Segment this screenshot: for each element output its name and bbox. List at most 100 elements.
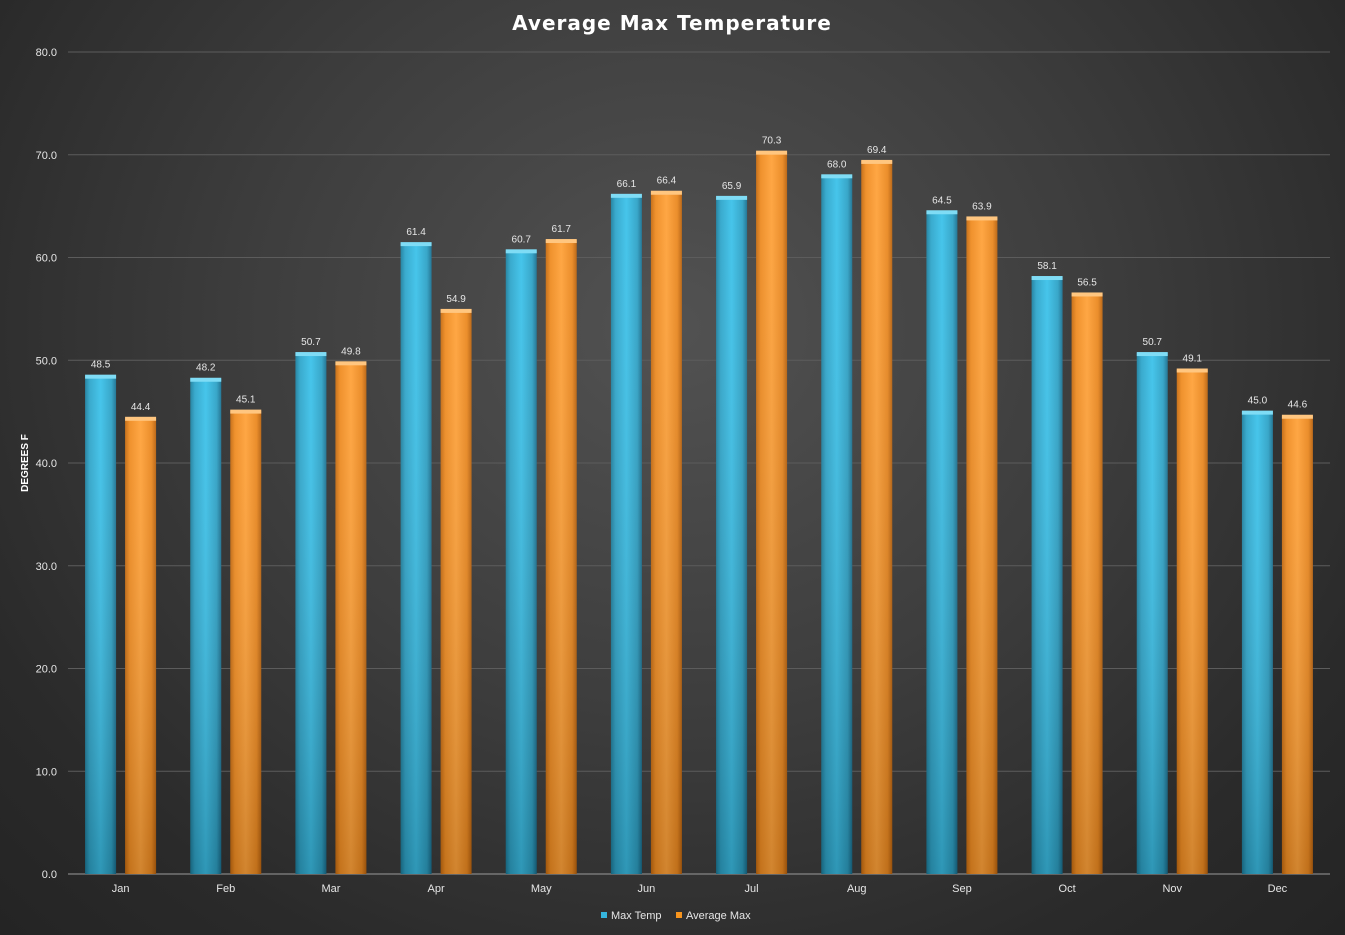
data-label: 61.4 — [406, 227, 426, 238]
bar-average-max-jun — [650, 190, 682, 875]
bar-shade — [125, 417, 157, 874]
bar-shade — [190, 378, 222, 874]
data-label: 44.4 — [131, 402, 151, 413]
bar-max-temp-mar — [295, 352, 327, 874]
x-tick-label: Apr — [428, 883, 445, 895]
bar-shade — [400, 243, 432, 875]
y-tick-label: 10.0 — [36, 766, 57, 778]
data-label: 45.0 — [1248, 396, 1268, 407]
chart-title: Average Max Temperature — [512, 11, 832, 35]
bar-cap — [230, 409, 262, 414]
bar-max-temp-jan — [85, 374, 117, 874]
bar-max-temp-apr — [400, 242, 432, 875]
bar-average-max-aug — [861, 159, 893, 875]
legend-swatch — [676, 912, 682, 918]
bar-cap — [545, 239, 577, 244]
data-label: 69.4 — [867, 145, 887, 156]
legend-item: Average Max — [676, 910, 751, 922]
x-tick-label: May — [531, 883, 552, 895]
x-tick-label: Oct — [1059, 883, 1076, 895]
x-axis-ticks: Jan Feb Mar Apr May Jun Jul Aug Sep Oct Nov Dec — [112, 883, 1288, 895]
x-tick-label: Aug — [847, 883, 867, 895]
bar-cap — [926, 210, 958, 215]
data-label: 60.7 — [512, 234, 532, 245]
x-tick-label: Jun — [638, 883, 656, 895]
bar-shade — [295, 353, 327, 874]
bar-shade — [861, 160, 893, 875]
data-label: 44.6 — [1288, 400, 1308, 411]
data-label: 66.1 — [617, 179, 637, 190]
bar-shade — [926, 211, 958, 874]
x-tick-label: Sep — [952, 883, 972, 895]
bar-shade — [440, 309, 472, 875]
bar-shade — [966, 217, 998, 875]
bar-shade — [1031, 277, 1063, 875]
x-tick-label: Nov — [1162, 883, 1182, 895]
data-label: 54.9 — [446, 294, 466, 305]
bar-max-temp-may — [505, 249, 537, 874]
y-tick-label: 50.0 — [36, 355, 57, 367]
legend-label: Max Temp — [611, 910, 662, 922]
bar-average-max-dec — [1281, 414, 1313, 874]
bar-shade — [1176, 369, 1208, 874]
bar-cap — [1071, 292, 1103, 297]
bar-shade — [85, 375, 117, 874]
gridlines — [68, 51, 1330, 875]
data-label: 49.8 — [341, 346, 361, 357]
bar-cap — [335, 361, 367, 366]
bar-average-max-oct — [1071, 292, 1103, 874]
bar-shade — [610, 194, 642, 874]
legend: Max Temp Average Max — [601, 910, 751, 922]
y-tick-label: 40.0 — [36, 458, 57, 470]
bar-max-temp-jul — [716, 195, 748, 874]
y-tick-label: 20.0 — [36, 664, 57, 676]
y-axis-title: DEGREES F — [20, 434, 31, 492]
legend-label: Average Max — [686, 910, 751, 922]
bar-shade — [716, 196, 748, 874]
bar-average-max-jul — [756, 150, 788, 875]
bar-max-temp-sep — [926, 210, 958, 874]
bar-cap — [1031, 276, 1063, 281]
bar-average-max-apr — [440, 308, 472, 875]
data-label: 61.7 — [552, 224, 572, 235]
bar-cap — [966, 216, 998, 221]
bar-cap — [295, 352, 327, 357]
bars — [85, 150, 1313, 875]
bar-cap — [440, 308, 472, 313]
bar-cap — [716, 195, 748, 200]
bar-cap — [85, 374, 117, 379]
data-label: 50.7 — [301, 337, 321, 348]
bar-cap — [400, 242, 432, 247]
data-label: 48.5 — [91, 360, 111, 371]
bar-average-max-nov — [1176, 368, 1208, 874]
bar-cap — [861, 159, 893, 164]
data-label: 65.9 — [722, 181, 742, 192]
y-tick-label: 80.0 — [36, 47, 57, 59]
bar-shade — [650, 191, 682, 875]
x-tick-label: Dec — [1268, 883, 1288, 895]
bar-shade — [1071, 293, 1103, 874]
data-labels: 48.5 44.4 48.2 45.1 50.7 49.8 61.4 54.9 60.7 61.7… — [91, 136, 1308, 413]
bar-cap — [505, 249, 537, 254]
bar-max-temp-oct — [1031, 276, 1063, 875]
bar-average-max-sep — [966, 216, 998, 875]
bar-shade — [545, 240, 577, 875]
bar-shade — [335, 362, 367, 874]
bar-cap — [125, 416, 157, 421]
data-label: 50.7 — [1143, 337, 1163, 348]
data-label: 64.5 — [932, 195, 952, 206]
bar-cap — [1136, 352, 1168, 357]
bar-cap — [1241, 410, 1273, 415]
bar-average-max-may — [545, 239, 577, 875]
data-label: 48.2 — [196, 363, 216, 374]
bar-average-max-feb — [230, 409, 262, 874]
legend-item: Max Temp — [601, 910, 662, 922]
bar-cap — [821, 174, 853, 179]
bar-max-temp-aug — [821, 174, 853, 875]
x-tick-label: Jul — [745, 883, 759, 895]
bar-max-temp-dec — [1241, 410, 1273, 874]
bar-cap — [1281, 414, 1313, 419]
bar-max-temp-jun — [610, 193, 642, 874]
y-tick-label: 30.0 — [36, 561, 57, 573]
